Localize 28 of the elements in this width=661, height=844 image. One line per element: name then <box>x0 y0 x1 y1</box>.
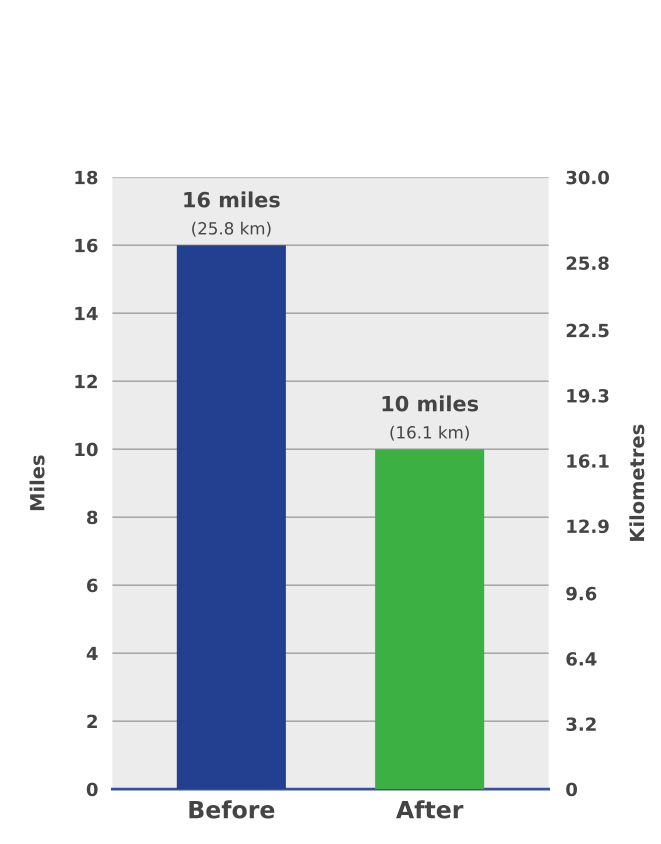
text: 10 miles <box>382 395 478 412</box>
annotation: (25.8 km) <box>192 222 271 237</box>
y-tick-label: 8 <box>87 510 98 524</box>
y2-tick-label: 6.4 <box>566 652 596 666</box>
y2-tick-label: 19.3 <box>567 388 608 403</box>
y-tick-label: 18 <box>75 170 98 184</box>
y-tick-label: 14 <box>75 306 98 320</box>
y2-tick-label: 16.1 <box>567 454 609 468</box>
y-tick-label: 10 <box>75 442 98 456</box>
y-tick-label: 16 <box>75 238 98 252</box>
y2-tick-label: 25.8 <box>566 256 609 270</box>
y-tick-label: 6 <box>87 578 98 592</box>
y2-tick-label: 3.2 <box>566 717 596 731</box>
y2-tick-label: 9.6 <box>566 586 596 600</box>
y-axis-title: Miles <box>30 455 45 510</box>
y-tick-label: 12 <box>75 374 97 388</box>
y2-tick-label: 0 <box>566 782 577 796</box>
y2-tick-label: 30.0 <box>566 170 609 184</box>
y-tick-label: 4 <box>86 646 98 660</box>
annotation: (16.1 km) <box>390 426 469 441</box>
y2-tick-label: 22.5 <box>566 324 609 338</box>
x-tick-label: After <box>396 800 464 819</box>
x-tick-label: Before <box>189 800 274 819</box>
text: 16 miles <box>184 191 280 208</box>
y2-axis-title: Kilometres <box>629 424 644 541</box>
y2-tick-label: 12.9 <box>567 519 609 534</box>
y-tick-label: 0 <box>86 782 98 796</box>
y-tick-label: 2 <box>87 714 97 728</box>
